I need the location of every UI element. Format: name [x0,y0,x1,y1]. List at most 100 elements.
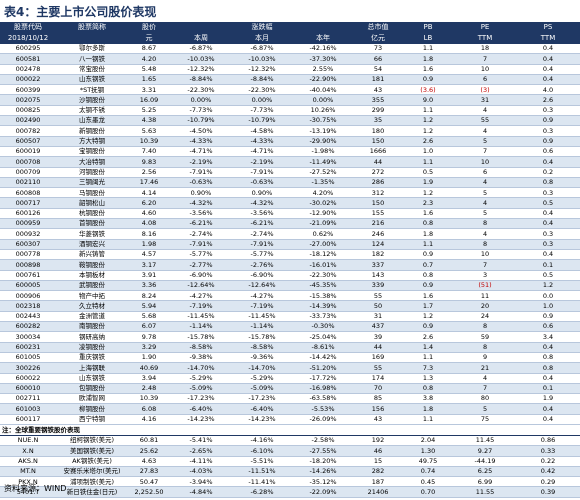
cell: 73 [354,44,403,55]
cell: 0.9 [516,115,580,127]
table-row: 000959 首钢股份 4.08 -6.21% -6.21% -21.09% 216 0.8 8… [0,218,580,230]
cell: 0.6 [516,321,580,333]
source: 资料来源：WIND [4,484,67,493]
cell: 亿元 [354,33,403,44]
cell: 1.8 [402,403,455,415]
table-row: 000932 华菱钢铁 8.16 -2.74% -2.74% 0.62% 246 1.8 4 0.… [0,228,580,240]
cell: -12.32% [232,64,292,75]
cell: 600019 [0,146,56,158]
table-row: MT.N 安赛乐米塔尔(美元) 27.83 -4.03% -11.51% -14.26% 2… [0,466,580,478]
cell: 4.20 [128,53,170,65]
table-row: 000898 鞍钢股份 3.17 -2.77% -2.76% -16.01% 337 0.7 7… [0,259,580,271]
cell: 002318 [0,300,56,312]
cell: 金洲管道 [56,311,128,323]
cell: -35.12% [292,476,355,488]
cell: 5.68 [128,311,170,323]
cell: 002110 [0,177,56,189]
cell: 1.4 [402,342,455,353]
cell: -16.98% [292,383,355,395]
table-row: 600399 *ST抚钢 3.31 -22.30% -22.30% -40.04% 43 (3… [0,84,580,96]
cell: 6.20 [128,197,170,209]
cell: 192 [354,435,403,447]
cell: 0.4 [516,44,580,55]
cell: 0.4 [516,373,580,384]
cell: 0.90% [232,187,292,199]
cell: 9 [454,352,517,364]
cell: 43 [354,84,403,96]
cell: 新兴铸管 [56,249,128,261]
table-row: 300034 钢研高纳 9.78 -15.78% -15.78% -25.04% 39 2.6… [0,331,580,343]
stock-table: 股票代码 股票简称 股价 涨跌幅 总市值 PB PE PS 2018/10/12 元本周 本月 本年亿… [0,22,580,498]
cell: 1.65 [128,74,170,86]
cell: 600307 [0,239,56,250]
table-row: 002318 久立特材 5.94 -7.19% -7.19% -14.39% 50 1.7 20… [0,300,580,312]
cell: 601003 [0,403,56,415]
cell: 000906 [0,290,56,302]
cell: -8.58% [170,342,232,353]
cell: 216 [354,218,403,230]
cell: 4 [454,177,517,189]
cell: 5401.T [0,486,56,498]
cell: 600808 [0,187,56,199]
cell: -8.84% [170,74,232,86]
cell: 002443 [0,311,56,323]
cell: -6.40% [232,403,292,415]
cell: -10.03% [170,53,232,65]
cell: 55 [454,115,517,127]
cell: -42.16% [292,44,355,55]
table-row: 002110 三钢闽光 17.46 -0.63% -0.63% -1.35% 286 1.9 4… [0,177,580,189]
cell: 2.56 [128,167,170,178]
cell: 10 [454,156,517,168]
cell: -2.65% [170,445,232,457]
cell: 18 [454,44,517,55]
cell: 0.4 [516,414,580,425]
cell: 35 [354,115,403,127]
table-row: 600010 包钢股份 2.48 -5.09% -5.09% -16.98% 70 0.8 7 0… [0,383,580,395]
cell: -40.04% [292,84,355,96]
cell: 1.1 [402,352,455,364]
cell: -4.50% [170,125,232,137]
cell: -21.09% [292,218,355,230]
cell: -12.90% [292,208,355,220]
cell: 000761 [0,270,56,281]
cell: 4.16 [128,414,170,425]
cell: 3.29 [128,342,170,353]
cell: 0.5 [516,197,580,209]
cell: 002075 [0,94,56,106]
cell: -5.09% [232,383,292,395]
cell: 0.9 [516,311,580,323]
cell: -13.19% [292,125,355,137]
cell: 0.3 [516,239,580,250]
cell [56,33,128,44]
cell: 杭钢股份 [56,208,128,220]
cell: -12.64% [170,280,232,292]
cell: -2.74% [232,228,292,240]
cell: 山东钢铁 [56,373,128,384]
cell: -11.41% [232,476,292,488]
cell: -30.75% [292,115,355,127]
cell: -11.49% [292,156,355,168]
cell: 1.1 [402,414,455,425]
cell: 000932 [0,228,56,240]
cell: 3.94 [128,373,170,384]
table-row: 600126 杭钢股份 4.60 -3.56% -3.56% -12.90% 155 1.6 5… [0,208,580,220]
cell: 韶钢松山 [56,197,128,209]
cell: -7.91% [232,239,292,250]
cell: 0.8 [516,362,580,374]
cell: -16.01% [292,259,355,271]
cell: 4 [454,228,517,240]
cell: 55 [354,362,403,374]
cell: 600295 [0,44,56,55]
cell: 1.2 [402,187,455,199]
cell: 600005 [0,280,56,292]
cell: 55 [354,290,403,302]
cell: 8 [454,218,517,230]
cell: 5 [454,136,517,147]
cell: 1.8 [402,228,455,240]
cell: 2.55% [292,64,355,75]
cell: 182 [354,249,403,261]
table-row: 000782 新钢股份 5.63 -4.50% -4.58% -13.19% 180 1.2 4… [0,125,580,137]
cell: (51) [454,280,517,292]
cell: AKS.N [0,456,56,467]
cell: -4.71% [170,146,232,158]
